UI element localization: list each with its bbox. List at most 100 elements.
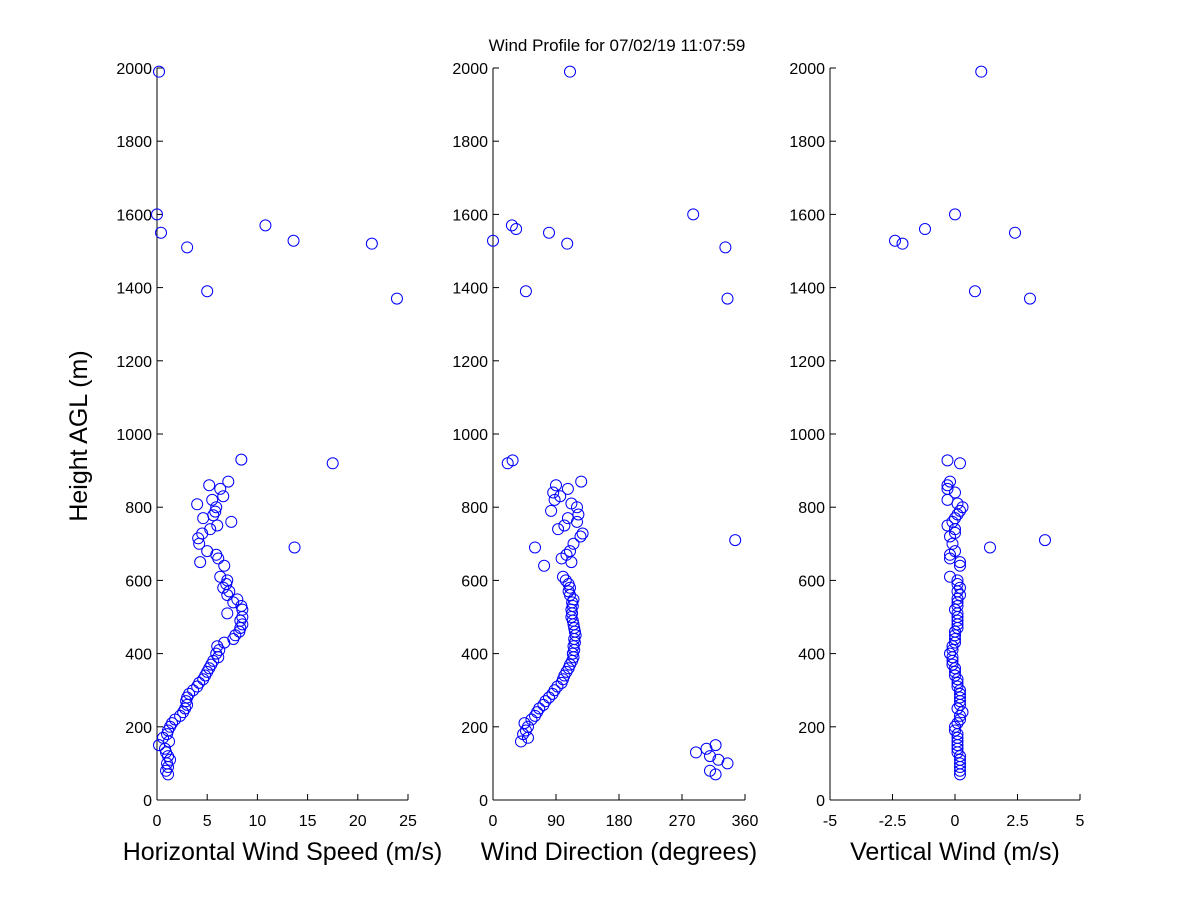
data-point xyxy=(944,647,956,660)
data-point xyxy=(984,541,996,554)
data-point xyxy=(690,746,702,759)
data-point xyxy=(390,292,403,305)
data-point xyxy=(946,537,959,550)
data-point xyxy=(949,208,961,221)
y-tick-label: 1000 xyxy=(789,427,825,444)
data-point xyxy=(235,453,248,466)
x-tick-label: 25 xyxy=(399,813,417,830)
data-point xyxy=(517,728,530,741)
data-point xyxy=(204,523,217,536)
data-point xyxy=(954,581,966,594)
data-point xyxy=(218,636,231,649)
data-point xyxy=(547,486,560,499)
y-tick-label: 1000 xyxy=(452,427,488,444)
data-point xyxy=(954,761,966,774)
data-point xyxy=(221,589,234,602)
panel-wind-direction: 0 200 400 600 800 1000 1200 1400 1600 1800 2000 0 90… xyxy=(452,61,758,866)
data-point xyxy=(949,669,961,682)
data-point xyxy=(151,208,163,221)
data-point xyxy=(214,570,227,583)
data-point xyxy=(538,559,551,572)
y-tick-label: 600 xyxy=(461,573,488,590)
x-tick-label: 2.5 xyxy=(1006,813,1028,830)
data-point xyxy=(951,680,964,693)
data-point xyxy=(941,493,954,506)
data-point xyxy=(206,493,219,506)
data-point xyxy=(956,706,969,719)
data-point xyxy=(946,651,959,664)
data-point xyxy=(709,739,722,752)
data-point xyxy=(559,574,572,587)
data-point xyxy=(546,687,559,700)
data-point xyxy=(210,501,223,514)
data-point xyxy=(951,742,964,755)
data-point xyxy=(529,541,541,554)
data-point xyxy=(566,647,579,660)
data-point xyxy=(565,556,578,569)
x-tick-label: 180 xyxy=(606,813,633,830)
data-point xyxy=(221,607,234,620)
data-point xyxy=(161,728,174,741)
y-tick-label: 200 xyxy=(798,720,825,737)
data-point xyxy=(218,559,231,572)
data-point xyxy=(575,475,588,488)
data-point xyxy=(155,226,168,239)
data-point xyxy=(954,695,966,708)
data-point xyxy=(227,596,240,609)
data-point xyxy=(944,548,956,561)
x-tick-label: 0 xyxy=(489,813,498,830)
data-point xyxy=(572,508,585,521)
data-point xyxy=(537,698,550,711)
y-tick-label: 1600 xyxy=(452,207,488,224)
data-point xyxy=(543,226,555,239)
data-point xyxy=(220,578,233,591)
data-point xyxy=(197,673,210,686)
x-axis-label-direction: Wind Direction (degrees) xyxy=(481,838,758,866)
data-point xyxy=(954,768,966,781)
y-tick-label: 1400 xyxy=(116,281,152,298)
data-point xyxy=(951,621,964,634)
data-point xyxy=(560,665,573,678)
y-tick-label: 1200 xyxy=(789,354,825,371)
x-tick-label: 20 xyxy=(349,813,367,830)
data-point xyxy=(951,673,964,686)
y-tick-label: 400 xyxy=(461,647,488,664)
data-point xyxy=(969,285,981,298)
data-point xyxy=(941,454,954,467)
panel-horizontal-wind-speed: 0 200 400 600 800 1000 1200 1400 1600 1800 2000 0 5 1… xyxy=(116,61,442,866)
data-point xyxy=(574,530,587,543)
data-point xyxy=(951,717,964,730)
data-point xyxy=(951,508,964,521)
data-point xyxy=(193,537,206,550)
data-point xyxy=(954,457,966,470)
data-point xyxy=(259,219,272,232)
data-point xyxy=(949,662,961,675)
data-point xyxy=(545,504,558,517)
y-tick-label: 0 xyxy=(816,793,825,810)
data-point xyxy=(203,479,216,492)
data-point xyxy=(201,285,214,298)
y-tick-label: 1200 xyxy=(116,354,152,371)
x-axis-label-speed: Horizontal Wind Speed (m/s) xyxy=(123,838,443,866)
data-point xyxy=(944,475,956,488)
data-point xyxy=(949,603,961,616)
data-point xyxy=(704,750,716,763)
y-tick-label: 2000 xyxy=(789,61,825,78)
y-tick-label: 0 xyxy=(479,793,488,810)
data-point xyxy=(954,559,966,572)
y-tick-label: 1000 xyxy=(116,427,152,444)
y-tick-label: 400 xyxy=(125,647,152,664)
data-point xyxy=(522,731,534,744)
data-point xyxy=(954,589,966,602)
data-point xyxy=(558,519,571,532)
data-point xyxy=(941,479,954,492)
data-point xyxy=(550,479,562,492)
figure-title: Wind Profile for 07/02/19 11:07:59 xyxy=(489,36,746,55)
data-point xyxy=(548,493,561,506)
x-tick-label: 90 xyxy=(547,813,565,830)
y-tick-label: 2000 xyxy=(452,61,488,78)
x-tick-label: 5 xyxy=(203,813,212,830)
data-point xyxy=(231,593,244,606)
data-point xyxy=(191,680,204,693)
x-tick-label: 5 xyxy=(1076,813,1085,830)
